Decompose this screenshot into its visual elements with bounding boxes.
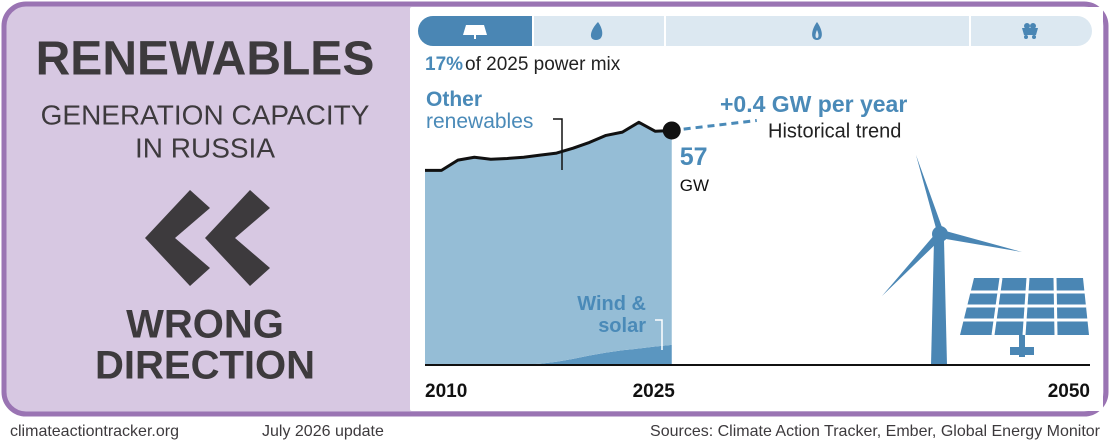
subtitle: GENERATION CAPACITY <box>41 99 370 130</box>
footer-site: climateactiontracker.org <box>10 423 179 440</box>
area <box>425 122 672 365</box>
sector-tabs <box>418 16 1092 46</box>
chevrons <box>145 190 270 286</box>
share-text: of 2025 power mix <box>465 54 621 75</box>
legend-other: Other renewables <box>426 88 534 133</box>
trend-line <box>671 118 757 132</box>
panel-corner <box>1060 7 1103 411</box>
x-tick-label: 2010 <box>425 381 467 402</box>
leaf-icon <box>590 22 603 40</box>
end-point <box>662 121 681 140</box>
wind-turbine <box>882 155 1022 365</box>
footer-sources: Sources: Climate Action Tracker, Ember, … <box>650 423 1101 440</box>
leader <box>553 118 563 170</box>
end-value: 57 <box>680 143 708 171</box>
legend-wind-solar: Wind & solar <box>577 293 646 337</box>
trend-label: +0.4 GW per year <box>720 91 907 117</box>
solar-icon <box>463 25 487 39</box>
solar-panel <box>960 277 1089 357</box>
trend-note: Historical trend <box>768 120 901 142</box>
area <box>425 344 672 365</box>
footer-date: July 2026 update <box>262 423 384 440</box>
x-tick-label: 2050 <box>1048 381 1090 402</box>
end-unit: GW <box>680 176 709 195</box>
flame-icon <box>812 22 822 40</box>
rating: DIRECTION <box>95 344 315 388</box>
x-tick-label: 2025 <box>633 381 676 402</box>
coal-icon <box>1022 23 1038 39</box>
share-value: 17% <box>425 54 463 75</box>
subtitle: IN RUSSIA <box>135 132 275 163</box>
total-line <box>425 120 672 172</box>
leader <box>655 319 663 350</box>
title: RENEWABLES <box>36 33 375 86</box>
rating: WRONG <box>126 303 284 347</box>
